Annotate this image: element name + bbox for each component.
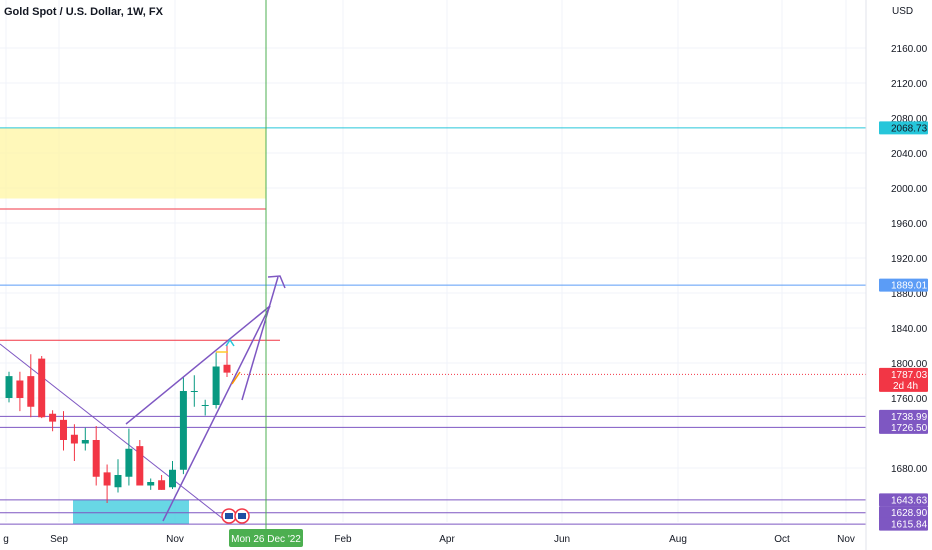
crosshair-date-label: Mon 26 Dec '22	[231, 534, 301, 545]
candle-body	[60, 419, 67, 440]
price-label-text: 1628.90	[891, 508, 928, 519]
price-tick-label: 2080.00	[891, 114, 928, 125]
candle-body	[179, 391, 187, 470]
candle-body	[27, 376, 35, 407]
projection-arrowhead	[267, 275, 286, 289]
price-label-text: 1643.63	[891, 495, 928, 506]
price-label-text: 2068.73	[891, 123, 928, 134]
price-tick-label: 1800.00	[891, 359, 928, 370]
time-tick-label: Sep	[50, 534, 68, 545]
price-label-text: 1738.99	[891, 412, 928, 423]
candle-body	[169, 469, 176, 488]
candle-body	[147, 482, 155, 486]
price-label-tag	[879, 493, 928, 507]
price-tick-label: 1680.00	[891, 464, 928, 475]
time-tick-label: Nov	[166, 534, 184, 545]
time-tick-label: Apr	[439, 534, 455, 545]
price-label-text: 1726.50	[891, 423, 928, 434]
price-tick-label: 2040.00	[891, 149, 928, 160]
crosshair-date-tag	[229, 529, 303, 547]
price-label-tag	[879, 367, 928, 392]
candle-body	[5, 376, 13, 398]
price-tick-label: 1840.00	[891, 324, 928, 335]
time-tick-label: Oct	[774, 534, 790, 545]
candle-body	[158, 480, 166, 490]
candle-body	[38, 358, 46, 418]
price-label-text: 1787.03	[891, 370, 928, 381]
marker-arrow	[225, 338, 235, 347]
price-tick-label: 1960.00	[891, 219, 928, 230]
symbol-title[interactable]: Gold Spot / U.S. Dollar, 1W, FX	[4, 6, 163, 18]
candle-body	[16, 380, 24, 398]
candle-body	[212, 366, 220, 405]
price-label-text: 1889.01	[891, 281, 928, 292]
price-label-tag	[879, 409, 928, 423]
price-tick-label: 2000.00	[891, 184, 928, 195]
time-tick-label: g	[3, 534, 9, 545]
time-tick-label: Nov	[837, 534, 855, 545]
candle-body	[49, 413, 57, 422]
time-tick-label: Feb	[334, 534, 352, 545]
countdown-label: 2d 4h	[893, 381, 918, 392]
candle-body	[92, 440, 100, 477]
price-label-tag	[879, 517, 928, 531]
supply-zone	[0, 127, 266, 199]
wedge-lower-line	[162, 305, 271, 522]
candle-body	[103, 472, 111, 486]
demand-zone	[73, 499, 189, 525]
candle-body	[190, 391, 198, 392]
candle-body	[114, 475, 122, 488]
price-tick-label: 2160.00	[891, 44, 928, 55]
candle-body	[81, 440, 89, 444]
flag-icon	[238, 513, 246, 519]
time-tick-label: Jun	[554, 534, 570, 545]
projection-arrow	[241, 276, 279, 401]
price-tick-label: 2120.00	[891, 79, 928, 90]
candle-body	[70, 434, 78, 444]
price-label-tag	[879, 121, 928, 135]
marker-line	[231, 371, 241, 385]
candle-body	[125, 448, 133, 477]
flag-icon	[225, 513, 233, 519]
price-label-tag	[879, 506, 928, 520]
price-label-tag	[879, 278, 928, 292]
price-label-text: 1615.84	[891, 520, 928, 531]
price-tick-label: 1920.00	[891, 254, 928, 265]
downtrend-line	[0, 343, 223, 519]
currency-label: USD	[892, 6, 914, 17]
candle-body	[201, 405, 209, 406]
candle-body	[136, 446, 144, 486]
price-tick-label: 1880.00	[891, 289, 928, 300]
time-tick-label: Aug	[669, 534, 687, 545]
price-tick-label: 1760.00	[891, 394, 928, 405]
candle-body	[223, 364, 231, 373]
price-label-tag	[879, 420, 928, 434]
wedge-upper-line	[125, 305, 271, 425]
